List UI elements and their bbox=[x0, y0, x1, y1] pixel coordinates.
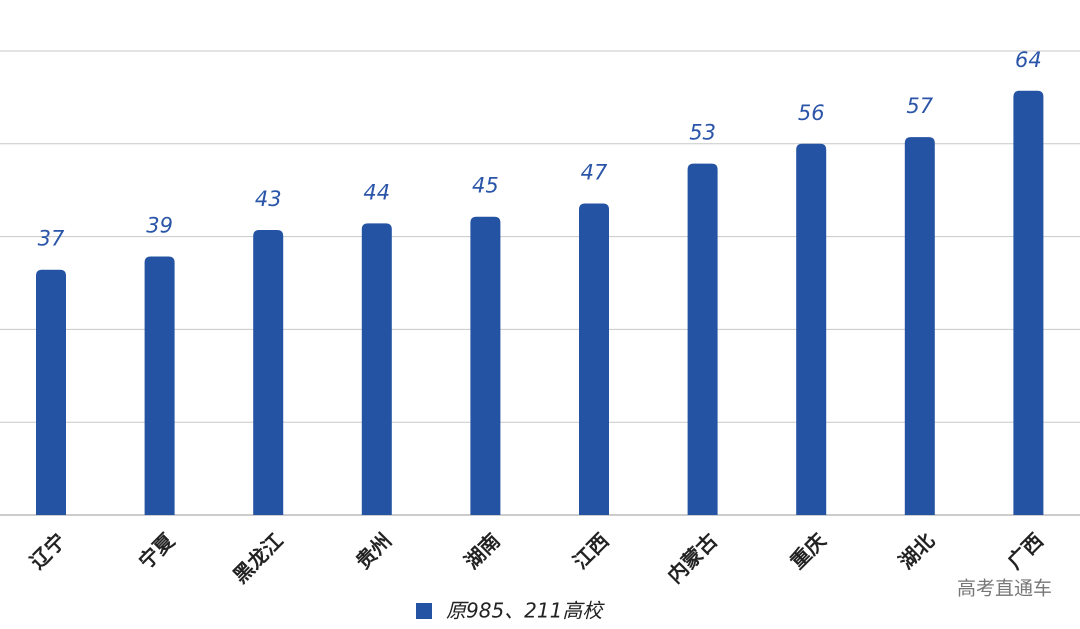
legend-label: 原985、211高校 bbox=[446, 599, 605, 623]
x-tick-label: 内蒙古 bbox=[663, 528, 722, 587]
x-tick-label: 湖北 bbox=[894, 528, 939, 573]
bar bbox=[253, 229, 284, 515]
x-tick-label: 广西 bbox=[1003, 528, 1048, 573]
bar bbox=[1013, 90, 1044, 516]
value-label: 56 bbox=[798, 101, 825, 125]
bar bbox=[904, 137, 935, 515]
bar bbox=[796, 143, 827, 516]
bar bbox=[579, 203, 609, 515]
x-tick-label: 黑龙江 bbox=[228, 528, 287, 587]
x-tick-label: 宁夏 bbox=[134, 528, 180, 574]
value-label: 47 bbox=[581, 160, 608, 184]
x-tick-label: 湖南 bbox=[460, 528, 505, 573]
value-label: 57 bbox=[906, 94, 933, 118]
value-label: 53 bbox=[689, 121, 716, 145]
bar bbox=[361, 223, 392, 516]
bar bbox=[687, 163, 718, 515]
legend-swatch bbox=[416, 603, 432, 619]
x-tick-label: 贵州 bbox=[351, 528, 396, 573]
value-label: 64 bbox=[1015, 48, 1042, 72]
value-label: 44 bbox=[363, 180, 390, 204]
value-label: 43 bbox=[255, 187, 282, 211]
value-label: 39 bbox=[146, 213, 173, 237]
value-label: 37 bbox=[38, 227, 65, 251]
x-tick-label: 重庆 bbox=[785, 528, 830, 573]
value-label: 45 bbox=[472, 174, 499, 198]
bar bbox=[36, 269, 66, 515]
x-tick-label: 江西 bbox=[568, 528, 613, 573]
x-tick-label: 辽宁 bbox=[25, 528, 70, 573]
watermark: 高考直通车 bbox=[957, 578, 1052, 600]
bar bbox=[144, 256, 175, 515]
bar bbox=[470, 216, 501, 515]
